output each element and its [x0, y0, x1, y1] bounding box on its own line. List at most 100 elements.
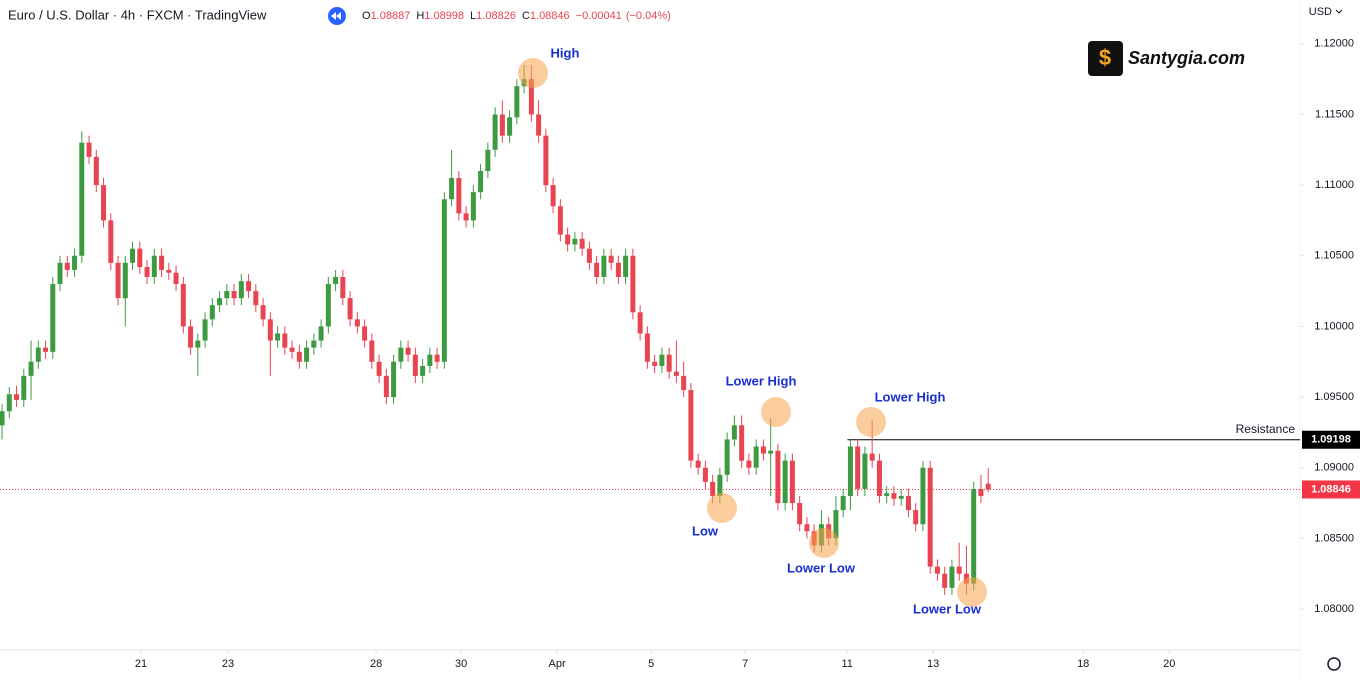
candle-body	[144, 267, 150, 277]
candle-body	[804, 524, 810, 532]
candle-body	[246, 281, 252, 292]
candle-body	[456, 178, 462, 214]
candle-body	[956, 566, 962, 574]
candle-body	[108, 220, 114, 263]
change-percent: (−0.04%)	[626, 10, 671, 22]
candle-body	[840, 495, 846, 511]
candle-body	[681, 375, 687, 390]
ohlc-value: 1.08887	[371, 10, 411, 22]
candle-body	[905, 495, 911, 511]
candle-body	[572, 238, 578, 245]
pivot-marker	[957, 577, 987, 607]
x-tick-label: 20	[1163, 658, 1175, 670]
candle-body	[173, 272, 179, 285]
candle-body	[971, 488, 977, 584]
ohlc-value: 1.08998	[424, 10, 464, 22]
resistance-label: Resistance	[1236, 422, 1296, 436]
candle-body	[130, 248, 136, 263]
candle-body	[615, 262, 621, 277]
symbol-title: Euro / U.S. Dollar · 4h · FXCM · Trading…	[8, 7, 267, 22]
candle-body	[93, 156, 99, 186]
candle-body	[898, 495, 904, 499]
ohlc-legend: O1.08887 H1.08998 L1.08826 C1.08846 −0.00041…	[362, 10, 671, 22]
candle-body	[296, 351, 302, 362]
pivot-label: Low	[692, 523, 719, 538]
candle-body	[166, 269, 172, 273]
candle-body	[253, 291, 259, 306]
candle-body	[427, 354, 433, 366]
candle-body	[507, 117, 513, 136]
candle-body	[833, 510, 839, 539]
candle-body	[434, 354, 440, 362]
candle-body	[586, 248, 592, 263]
y-tick-label: 1.10500	[1314, 250, 1354, 262]
candle-body	[884, 493, 890, 496]
pivot-label: Lower Low	[787, 560, 856, 575]
candle-body	[739, 425, 745, 461]
candle-body	[43, 347, 49, 352]
settings-button[interactable]	[1327, 657, 1341, 671]
y-tick-label: 1.10000	[1314, 320, 1354, 332]
candle-body	[224, 291, 230, 299]
currency-selector[interactable]: USD	[1309, 6, 1332, 18]
pivot-marker	[518, 58, 548, 88]
candle-body	[260, 305, 266, 320]
candle-body	[470, 192, 476, 221]
ohlc-letter: L	[470, 10, 476, 22]
candle-body	[376, 361, 382, 376]
candle-body	[782, 460, 788, 504]
candle-body	[847, 446, 853, 496]
candle-body	[528, 79, 534, 115]
x-tick-label: 30	[455, 658, 467, 670]
candle-body	[159, 255, 165, 270]
candle-body	[362, 326, 368, 341]
candle-body	[601, 255, 607, 277]
candle-body	[35, 347, 41, 362]
candle-body	[391, 361, 397, 398]
candle-body	[717, 474, 723, 496]
candle-body	[340, 276, 346, 299]
candle-body	[267, 319, 273, 341]
candle-body	[768, 450, 774, 454]
candle-body	[383, 375, 389, 398]
candle-body	[115, 262, 121, 299]
candle-body	[101, 185, 107, 221]
pivot-marker	[809, 528, 839, 558]
candle-body	[347, 298, 353, 320]
candle-body	[188, 326, 194, 348]
candle-body	[644, 333, 650, 362]
candle-body	[398, 347, 404, 362]
candle-body	[724, 439, 730, 475]
x-tick-label: 13	[927, 658, 939, 670]
candle-body	[862, 453, 868, 489]
candle-body	[311, 340, 317, 348]
pivot-marker	[856, 407, 886, 437]
candle-body	[927, 467, 933, 567]
candle-body	[412, 354, 418, 376]
candle-body	[949, 566, 955, 588]
candle-body	[202, 319, 208, 341]
candle-body	[666, 354, 672, 372]
candle-body	[0, 411, 5, 426]
ohlc-letter: O	[362, 10, 371, 22]
x-tick-label: 7	[742, 658, 748, 670]
candle-body	[673, 371, 679, 376]
candle-body	[354, 319, 360, 327]
candle-body	[942, 573, 948, 588]
ohlc-value: 1.08846	[530, 10, 570, 22]
candle-body	[282, 333, 288, 348]
candle-body	[630, 255, 636, 313]
resistance-price-tag	[1302, 430, 1360, 449]
candle-body	[180, 284, 186, 327]
candle-body	[637, 312, 643, 334]
ohlc-letter: C	[522, 10, 530, 22]
candle-body	[151, 255, 157, 277]
candle-body	[608, 255, 614, 263]
y-tick-label: 1.11500	[1315, 108, 1354, 120]
x-tick-label: 11	[841, 658, 852, 670]
y-tick-label: 1.08000	[1314, 603, 1354, 615]
candle-body	[891, 493, 897, 499]
candle-body	[86, 142, 92, 157]
last-price-tag	[1302, 480, 1360, 499]
logo-mark: $	[1099, 45, 1111, 70]
